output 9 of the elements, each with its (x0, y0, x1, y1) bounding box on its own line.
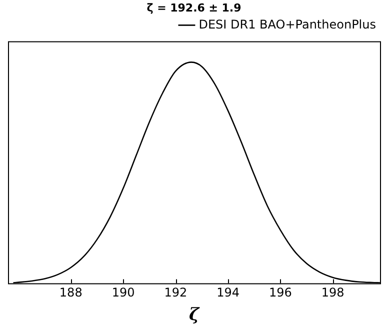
x-tick-label: 198 (321, 286, 344, 300)
x-tick-label: 196 (269, 286, 292, 300)
x-tick-label: 194 (216, 286, 240, 300)
x-tick-label: 190 (112, 286, 135, 300)
chart-title: ζ = 192.6 ± 1.9 (146, 1, 242, 14)
x-tick-label: 192 (164, 286, 188, 300)
x-axis-title: ζ (188, 305, 200, 326)
x-tick-label: 188 (59, 286, 82, 300)
legend-label: DESI DR1 BAO+PantheonPlus (198, 17, 376, 32)
